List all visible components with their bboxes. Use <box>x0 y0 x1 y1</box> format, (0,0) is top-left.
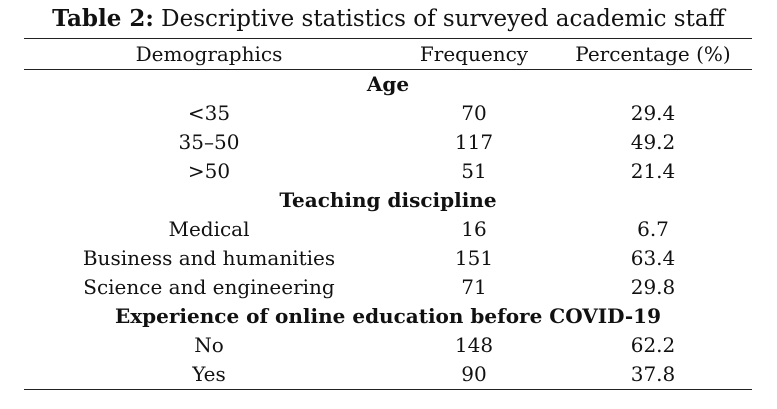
table-row: Medical 16 6.7 <box>24 215 752 244</box>
section-row-age: Age <box>24 70 752 100</box>
section-title: Experience of online education before CO… <box>114 304 661 328</box>
row-frequency: 71 <box>461 275 487 299</box>
table-row: Yes 90 37.8 <box>24 360 752 389</box>
row-frequency: 117 <box>454 130 494 154</box>
table-row: <35 70 29.4 <box>24 99 752 128</box>
row-percentage: 6.7 <box>637 217 669 241</box>
header-demographics: Demographics <box>24 40 394 70</box>
section-row-teaching-discipline: Teaching discipline <box>24 186 752 215</box>
row-frequency: 51 <box>461 159 487 183</box>
row-label: <35 <box>187 101 231 125</box>
section-title: Teaching discipline <box>279 188 497 212</box>
row-label: Yes <box>192 362 226 386</box>
row-percentage: 63.4 <box>630 246 676 270</box>
row-percentage: 29.8 <box>630 275 676 299</box>
row-label: Business and humanities <box>82 246 336 270</box>
row-frequency: 90 <box>461 362 487 386</box>
row-frequency: 70 <box>461 101 487 125</box>
table-bottom-rule <box>24 389 752 390</box>
row-percentage: 49.2 <box>630 130 676 154</box>
row-label: No <box>194 333 224 357</box>
row-percentage: 37.8 <box>630 362 676 386</box>
row-label: 35–50 <box>178 130 240 154</box>
table-row: Business and humanities 151 63.4 <box>24 244 752 273</box>
row-frequency: 148 <box>454 333 494 357</box>
row-percentage: 29.4 <box>630 101 676 125</box>
table-row: No 148 62.2 <box>24 331 752 360</box>
row-percentage: 21.4 <box>630 159 676 183</box>
row-label: >50 <box>187 159 231 183</box>
table-row: >50 51 21.4 <box>24 157 752 186</box>
section-title: Age <box>366 72 410 96</box>
row-frequency: 16 <box>461 217 487 241</box>
descriptive-statistics-table: Demographics Frequency Percentage (%) Ag… <box>24 40 752 389</box>
section-row-online-experience: Experience of online education before CO… <box>24 302 752 331</box>
row-percentage: 62.2 <box>630 333 676 357</box>
table-header-row: Demographics Frequency Percentage (%) <box>24 40 752 70</box>
table-caption-label: Table 2: <box>52 5 154 32</box>
table-caption: Table 2: Descriptive statistics of surve… <box>0 4 777 34</box>
row-label: Medical <box>168 217 250 241</box>
row-label: Science and engineering <box>83 275 335 299</box>
table-row: Science and engineering 71 29.8 <box>24 273 752 302</box>
header-percentage: Percentage (%) <box>554 40 752 70</box>
table-row: 35–50 117 49.2 <box>24 128 752 157</box>
row-frequency: 151 <box>454 246 494 270</box>
table-caption-text: Descriptive statistics of surveyed acade… <box>153 6 725 32</box>
table-top-rule <box>24 38 752 39</box>
header-frequency: Frequency <box>394 40 554 70</box>
